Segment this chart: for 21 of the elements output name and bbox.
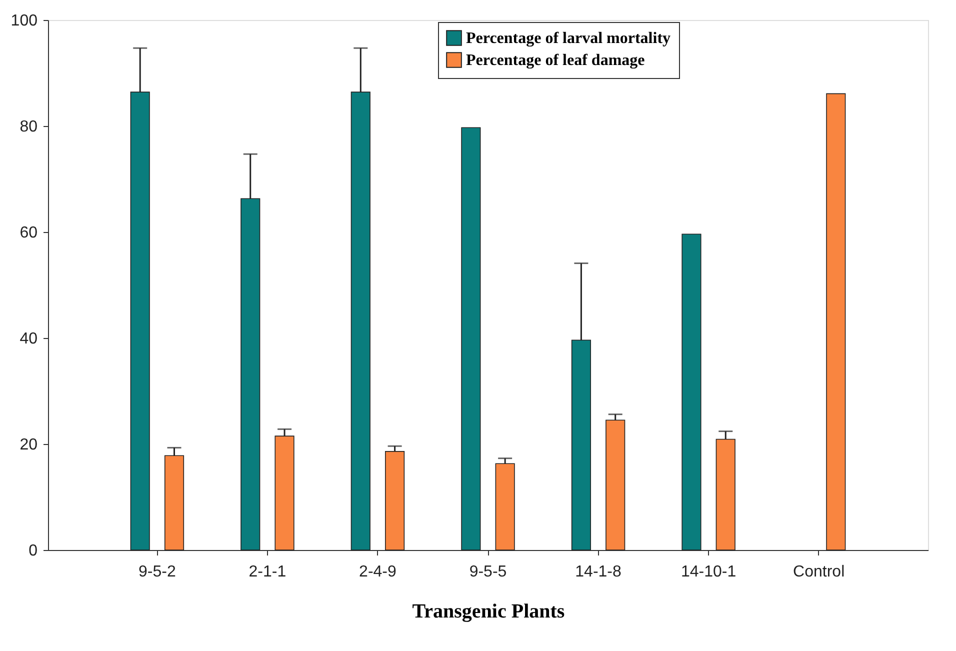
bar: [461, 127, 481, 550]
y-tick-label: 100: [10, 12, 38, 30]
x-axis-title: Transgenic Plants: [412, 600, 565, 622]
y-tick-label: 0: [28, 542, 38, 560]
legend-label: Percentage of leaf damage: [466, 52, 645, 69]
legend-label: Percentage of larval mortality: [466, 30, 671, 47]
y-tick-label: 80: [20, 118, 38, 136]
x-tick-label: 2-1-1: [248, 564, 286, 580]
x-tick-label: Control: [793, 564, 845, 580]
bar: [682, 234, 702, 550]
bar: [495, 463, 515, 550]
y-tick-label: 20: [20, 436, 38, 454]
x-tick-label: 14-10-1: [680, 564, 736, 580]
y-tick-label: 40: [20, 330, 38, 348]
x-tick-label: 9-5-5: [469, 564, 507, 580]
x-tick-label: 14-1-8: [575, 564, 622, 580]
bar: [385, 451, 405, 550]
x-tick-label: 9-5-2: [138, 564, 176, 580]
y-tick-label: 60: [20, 224, 38, 242]
x-tick-label: 2-4-9: [359, 564, 396, 580]
bar: [826, 93, 846, 550]
